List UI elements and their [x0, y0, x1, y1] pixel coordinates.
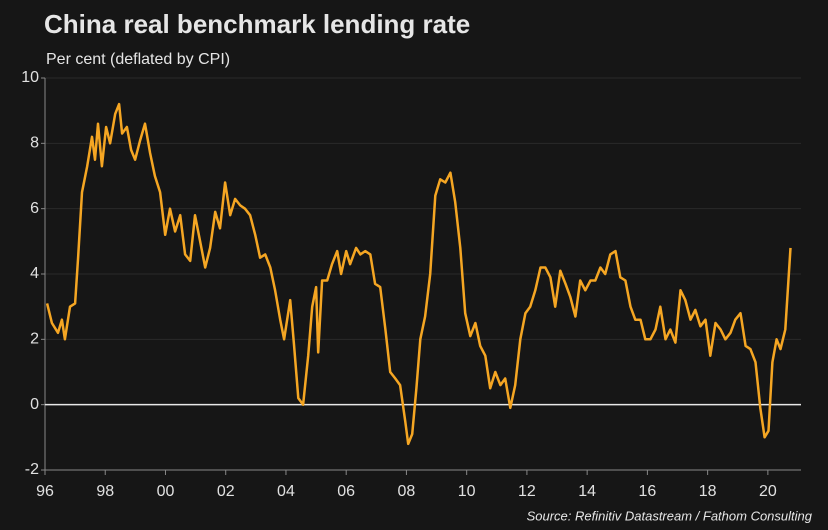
x-tick-label: 10	[458, 483, 476, 500]
y-tick-label: 2	[30, 331, 39, 348]
x-tick-label: 98	[96, 483, 114, 500]
x-tick-label: 00	[157, 483, 175, 500]
x-tick-label: 96	[36, 483, 54, 500]
x-tick-label: 06	[337, 483, 355, 500]
y-tick-label: -2	[25, 461, 39, 478]
x-tick-label: 12	[518, 483, 536, 500]
x-tick-label: 02	[217, 483, 235, 500]
y-tick-label: 8	[30, 135, 39, 152]
chart-title: China real benchmark lending rate	[44, 9, 470, 39]
x-tick-label: 04	[277, 483, 295, 500]
source-note: Source: Refinitiv Datastream / Fathom Co…	[527, 508, 813, 523]
data-line	[45, 102, 792, 446]
x-tick-label: 16	[638, 483, 656, 500]
x-tick-label: 14	[578, 483, 596, 500]
x-tick-label: 18	[699, 483, 717, 500]
chart-subtitle: Per cent (deflated by CPI)	[46, 51, 230, 68]
y-tick-label: 0	[30, 396, 39, 413]
y-tick-label: 10	[21, 69, 39, 86]
y-tick-label: 6	[30, 200, 39, 217]
x-tick-label: 08	[398, 483, 416, 500]
x-tick-label: 20	[759, 483, 777, 500]
y-tick-label: 4	[30, 265, 39, 282]
